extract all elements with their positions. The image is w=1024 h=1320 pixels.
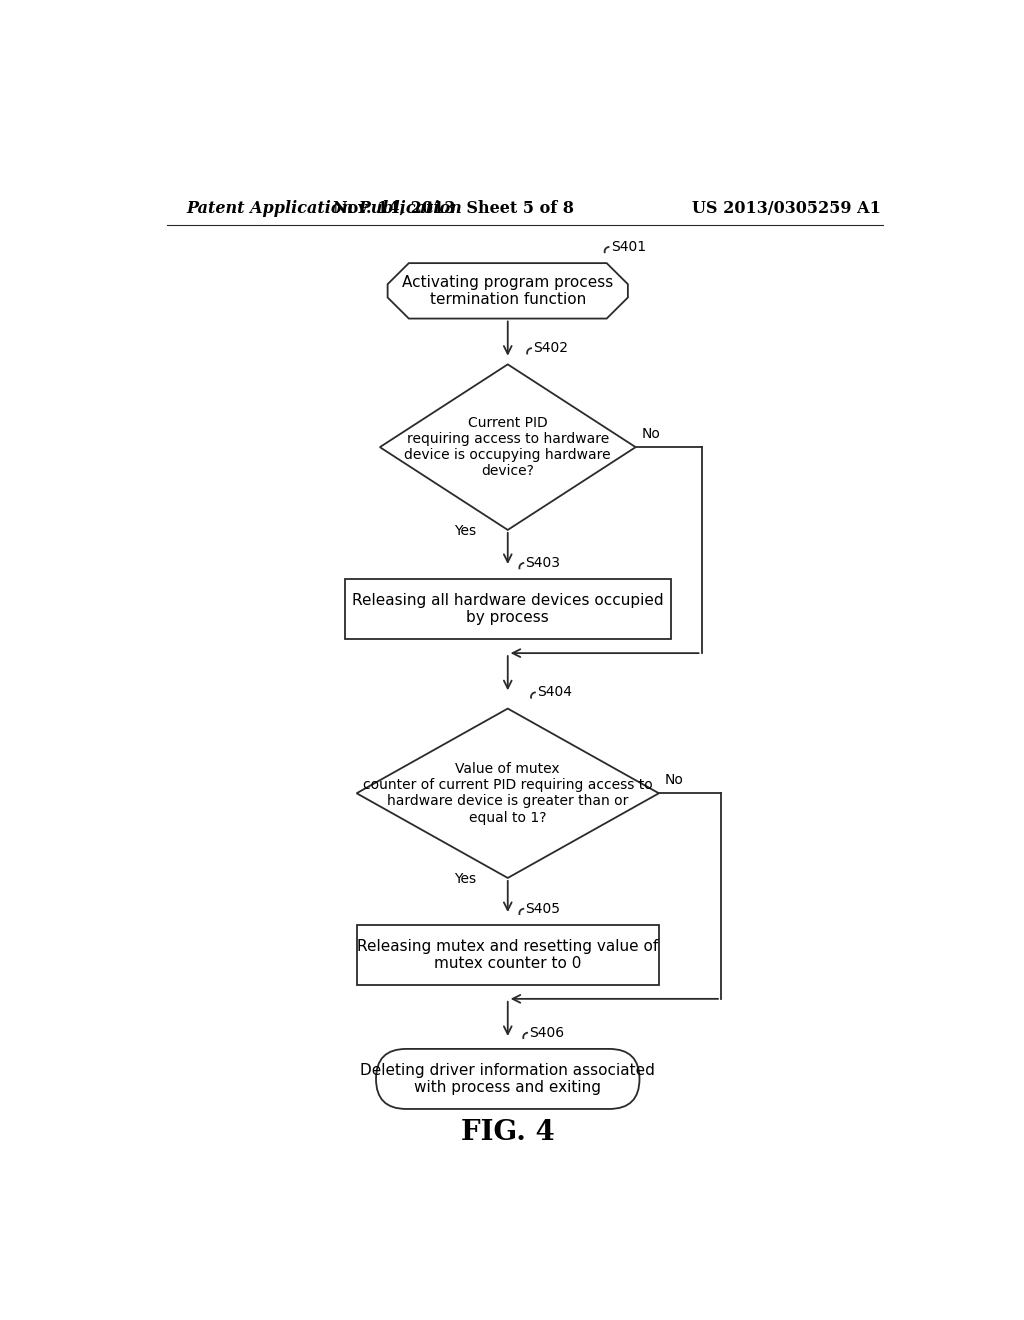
Polygon shape [388, 263, 628, 318]
Text: S406: S406 [529, 1026, 564, 1040]
Text: No: No [642, 426, 660, 441]
Text: US 2013/0305259 A1: US 2013/0305259 A1 [692, 199, 882, 216]
FancyBboxPatch shape [376, 1049, 640, 1109]
Text: Releasing all hardware devices occupied
by process: Releasing all hardware devices occupied … [352, 593, 664, 626]
Text: Yes: Yes [454, 524, 476, 537]
Bar [345, 579, 671, 639]
Polygon shape [356, 709, 658, 878]
Text: Value of mutex
counter of current PID requiring access to
hardware device is gre: Value of mutex counter of current PID re… [362, 762, 652, 825]
Text: Current PID
requiring access to hardware
device is occupying hardware
device?: Current PID requiring access to hardware… [404, 416, 611, 478]
Text: S403: S403 [525, 556, 560, 570]
Text: Nov. 14, 2013  Sheet 5 of 8: Nov. 14, 2013 Sheet 5 of 8 [333, 199, 574, 216]
Text: Patent Application Publication: Patent Application Publication [186, 199, 462, 216]
Text: FIG. 4: FIG. 4 [461, 1119, 555, 1146]
Text: No: No [665, 774, 684, 787]
Text: S404: S404 [538, 685, 572, 700]
Text: Releasing mutex and resetting value of
mutex counter to 0: Releasing mutex and resetting value of m… [357, 939, 658, 972]
Text: Deleting driver information associated
with process and exiting: Deleting driver information associated w… [360, 1063, 655, 1096]
Text: S401: S401 [611, 240, 646, 253]
Polygon shape [380, 364, 636, 529]
Text: Yes: Yes [454, 871, 476, 886]
Bar [356, 925, 658, 985]
Text: S402: S402 [534, 341, 568, 355]
Text: S405: S405 [525, 902, 560, 916]
Text: Activating program process
termination function: Activating program process termination f… [402, 275, 613, 308]
